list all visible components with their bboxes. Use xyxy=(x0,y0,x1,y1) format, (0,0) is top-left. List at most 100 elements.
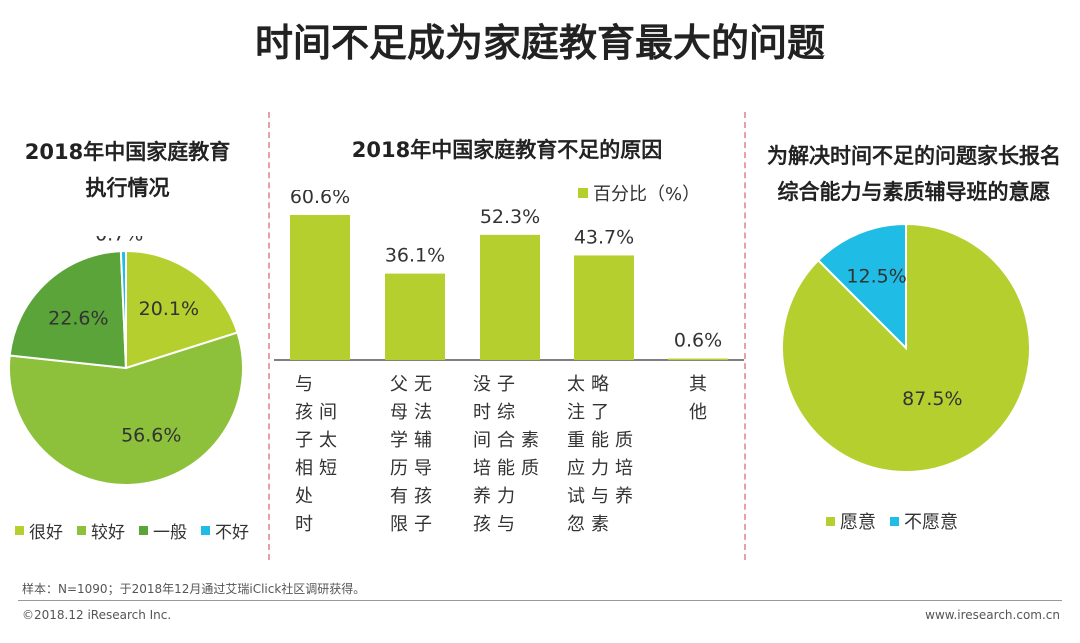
execution-pie-legend-item: 很好 xyxy=(15,518,63,543)
bar-category-char: 他 xyxy=(689,402,707,423)
right-panel-title-line2: 综合能力与素质辅导班的意愿 xyxy=(777,180,1051,204)
reasons-bar-chart: 60.6%与孩子相处时间太短36.1%父母学历有限无法辅导孩子52.3%没时间培… xyxy=(274,190,744,535)
bar-category-char: 忽 xyxy=(567,514,585,535)
bar-category-char: 应 xyxy=(567,458,585,479)
page-title: 时间不足成为家庭教育最大的问题 xyxy=(254,21,825,65)
execution-pie-slice xyxy=(8,250,128,370)
bar-category-char: 能 xyxy=(497,458,515,479)
willingness-pie-legend-label: 愿意 xyxy=(840,512,876,533)
bar-value-label: 60.6% xyxy=(290,190,350,208)
willingness-pie-slice xyxy=(816,222,907,351)
execution-pie-chart: 20.1% 56.6% 22.6% 0.7% xyxy=(8,236,244,486)
bar-category-char: 母 xyxy=(390,402,408,423)
bar-legend: 百分比（%） xyxy=(578,180,700,206)
bar-category-char: 短 xyxy=(319,458,337,479)
willingness-pie-legend-label: 不愿意 xyxy=(904,512,958,533)
bar-category-char: 能 xyxy=(591,430,609,451)
bar-category-char: 法 xyxy=(414,402,432,423)
bar-category-char: 孩 xyxy=(473,514,491,535)
bar-category-char: 略 xyxy=(591,374,609,395)
bar-category-label: 其他 xyxy=(689,374,707,423)
execution-pie-legend-swatch xyxy=(201,526,210,535)
bar-category-char: 质 xyxy=(615,430,633,451)
bar-value-label: 36.1% xyxy=(385,245,445,267)
footer-divider xyxy=(18,600,1062,601)
bar-value-label: 52.3% xyxy=(480,206,540,228)
sample-note: 样本：N=1090；于2018年12月通过艾瑞iClick社区调研获得。 xyxy=(22,582,366,596)
bar-category-char: 无 xyxy=(414,374,432,395)
bar-category-char: 间 xyxy=(319,402,337,423)
execution-pie-value-label: 0.7% xyxy=(95,236,143,246)
copyright-text: ©2018.12 iResearch Inc. xyxy=(22,608,172,622)
bar xyxy=(290,215,350,360)
bar-category-char: 与 xyxy=(497,514,515,535)
execution-pie-legend-item: 不好 xyxy=(201,518,249,543)
bar-category-char: 质 xyxy=(521,458,539,479)
bar-category-char: 重 xyxy=(567,430,585,451)
bar-category-char: 养 xyxy=(473,486,491,507)
execution-pie-value-label: 20.1% xyxy=(139,298,199,320)
bar-category-char: 了 xyxy=(591,402,609,423)
bar-category-char: 培 xyxy=(473,458,491,479)
bar-category-char: 学 xyxy=(390,430,408,451)
website-text: www.iresearch.com.cn xyxy=(925,608,1060,622)
bar-category-char: 培 xyxy=(615,458,633,479)
right-panel-title-line1: 为解决时间不足的问题家长报名 xyxy=(767,144,1061,168)
bar-category-char: 力 xyxy=(497,486,515,507)
bar-category-char: 子 xyxy=(295,430,313,451)
bar-category-char: 导 xyxy=(414,458,432,479)
execution-pie-legend-swatch xyxy=(15,526,24,535)
execution-pie-slice xyxy=(119,249,127,369)
bar-category-char: 素 xyxy=(521,430,539,451)
execution-pie-slice xyxy=(125,249,239,370)
willingness-pie-value-label: 87.5% xyxy=(902,388,962,410)
execution-pie-legend-label: 一般 xyxy=(153,523,187,543)
bar-category-char: 没 xyxy=(473,374,491,395)
bar-category-char: 处 xyxy=(295,486,313,507)
execution-pie-legend-swatch xyxy=(77,526,86,535)
bar xyxy=(574,255,634,360)
bar-category-char: 注 xyxy=(567,402,585,423)
willingness-pie-legend-item: 不愿意 xyxy=(890,508,958,534)
bar-category-char: 时 xyxy=(295,514,313,535)
bar-legend-swatch xyxy=(578,188,588,198)
willingness-pie-legend-swatch xyxy=(890,516,899,526)
bar xyxy=(385,273,445,360)
execution-pie-legend-label: 很好 xyxy=(29,523,63,543)
bar-category-char: 限 xyxy=(390,514,408,535)
execution-pie-value-label: 22.6% xyxy=(48,308,108,330)
bar-category-char: 太 xyxy=(567,374,585,395)
right-panel-title: 为解决时间不足的问题家长报名 综合能力与素质辅导班的意愿 xyxy=(748,138,1080,210)
bar-category-char: 合 xyxy=(497,430,515,451)
bar-category-char: 力 xyxy=(591,458,609,479)
bar-category-char: 辅 xyxy=(414,430,432,451)
execution-pie-value-label: 56.6% xyxy=(121,425,181,447)
bar-category-char: 与 xyxy=(295,374,313,395)
bar-category-char: 孩 xyxy=(414,486,432,507)
bar-category-char: 养 xyxy=(615,486,633,507)
execution-pie-legend: 很好 较好 一般 不好 xyxy=(15,518,263,543)
bar-category-char: 太 xyxy=(319,430,337,451)
bar-category-char: 有 xyxy=(390,486,408,507)
bar-category-char: 间 xyxy=(473,430,491,451)
willingness-pie-value-label: 12.5% xyxy=(846,265,906,287)
bar-category-char: 子 xyxy=(497,374,515,395)
bar-category-char: 父 xyxy=(390,374,408,395)
divider-right xyxy=(744,112,746,560)
left-panel-title: 2018年中国家庭教育 执行情况 xyxy=(0,134,255,206)
execution-pie-legend-label: 不好 xyxy=(215,523,249,543)
bar-category-char: 相 xyxy=(295,458,313,479)
bar-category-char: 综 xyxy=(497,402,515,423)
left-panel-title-line2: 执行情况 xyxy=(85,176,170,200)
divider-left xyxy=(268,112,270,560)
execution-pie-legend-swatch xyxy=(139,526,148,535)
willingness-pie-legend: 愿意 不愿意 xyxy=(826,508,972,534)
bar-category-char: 子 xyxy=(414,514,432,535)
execution-pie-legend-item: 较好 xyxy=(77,518,125,543)
bar-category-char: 历 xyxy=(390,458,408,479)
middle-panel-title: 2018年中国家庭教育不足的原因 xyxy=(351,138,663,162)
